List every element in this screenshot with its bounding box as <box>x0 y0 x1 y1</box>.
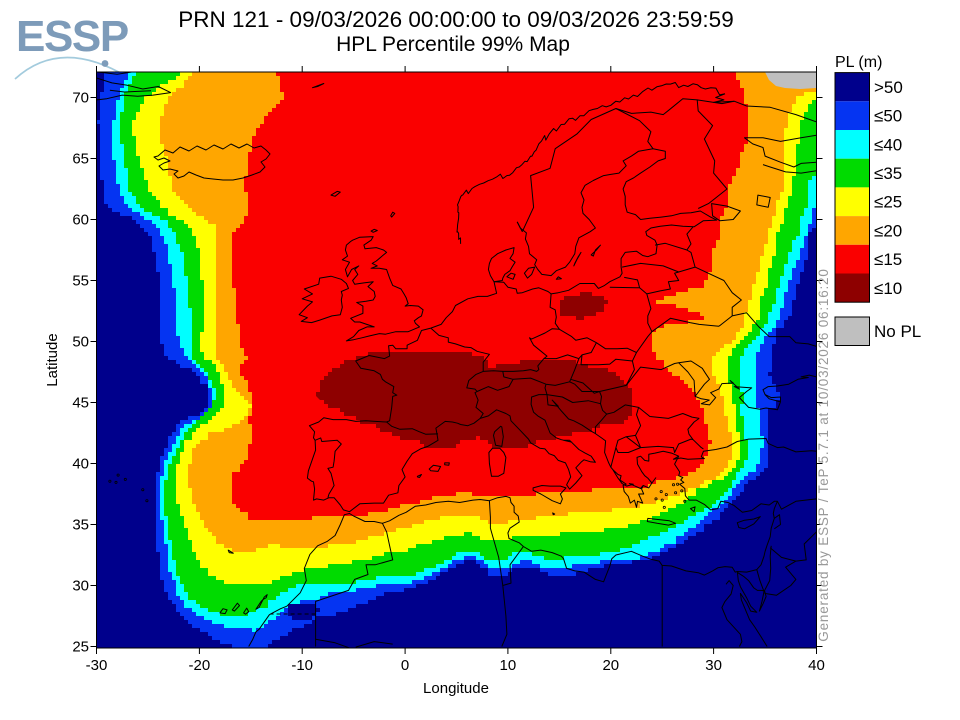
svg-text:No PL: No PL <box>874 322 921 341</box>
svg-text:≤35: ≤35 <box>874 164 902 183</box>
svg-text:Longitude: Longitude <box>423 680 489 697</box>
svg-text:-30: -30 <box>86 657 108 674</box>
svg-text:55: 55 <box>72 273 89 290</box>
svg-text:Latitude: Latitude <box>44 333 61 386</box>
svg-text:0: 0 <box>401 657 409 674</box>
svg-text:20: 20 <box>602 657 619 674</box>
svg-text:25: 25 <box>72 639 89 656</box>
svg-text:≤25: ≤25 <box>874 193 902 212</box>
svg-text:Generated by ESSP / TeP 5.7.1: Generated by ESSP / TeP 5.7.1 at 10/03/2… <box>816 268 831 641</box>
svg-text:≤15: ≤15 <box>874 250 902 269</box>
svg-text:>50: >50 <box>874 78 903 97</box>
svg-text:HPL Percentile 99% Map: HPL Percentile 99% Map <box>336 33 570 56</box>
svg-text:10: 10 <box>500 657 517 674</box>
svg-text:30: 30 <box>72 578 89 595</box>
svg-text:PL (m): PL (m) <box>835 54 882 71</box>
svg-text:40: 40 <box>808 657 825 674</box>
svg-text:-10: -10 <box>291 657 313 674</box>
svg-text:45: 45 <box>72 395 89 412</box>
svg-text:PRN 121 - 09/03/2026 00:00:00: PRN 121 - 09/03/2026 00:00:00 to 09/03/2… <box>178 7 733 32</box>
svg-text:30: 30 <box>705 657 722 674</box>
svg-text:≤20: ≤20 <box>874 221 902 240</box>
svg-text:40: 40 <box>72 456 89 473</box>
svg-text:70: 70 <box>72 90 89 107</box>
svg-text:50: 50 <box>72 334 89 351</box>
svg-text:≤40: ≤40 <box>874 135 902 154</box>
svg-text:≤10: ≤10 <box>874 279 902 298</box>
svg-text:-20: -20 <box>189 657 211 674</box>
svg-text:ESSP: ESSP <box>16 12 128 61</box>
svg-text:≤50: ≤50 <box>874 107 902 126</box>
svg-text:65: 65 <box>72 151 89 168</box>
svg-text:35: 35 <box>72 517 89 534</box>
svg-text:60: 60 <box>72 212 89 229</box>
